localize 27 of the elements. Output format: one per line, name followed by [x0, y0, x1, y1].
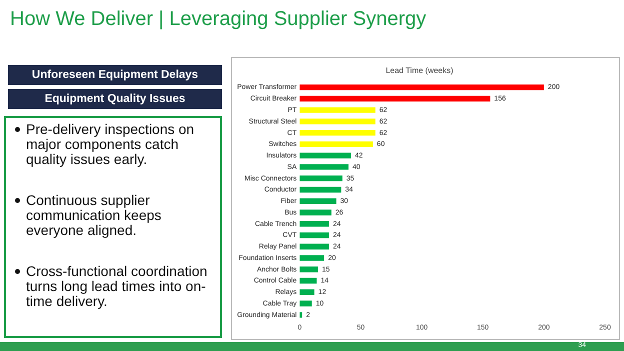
bar: [300, 210, 332, 216]
text: Equipment Quality Issues: [8, 89, 222, 109]
text: Pre-delivery inspections on major components catch quality issues early.: [25, 121, 196, 167]
bar: [300, 175, 342, 182]
bar: [300, 278, 317, 284]
bar: [300, 164, 348, 170]
chart-title: How We Deliver | Leveraging Supplier Synergy: [10, 8, 426, 31]
text: Cross-functional coordination turns long lead times into on-time delivery.: [25, 263, 208, 309]
bar: [300, 96, 490, 102]
bar: [300, 232, 329, 238]
bar: [300, 84, 544, 90]
bar: [300, 266, 318, 272]
bar: [300, 107, 376, 113]
bar: [300, 141, 373, 148]
bar: [300, 289, 314, 295]
bar: [300, 130, 376, 136]
bar: [300, 255, 324, 261]
bar: [300, 221, 329, 227]
bar: [300, 152, 351, 158]
chart-subtitle: Lead Time (weeks): [386, 66, 454, 76]
bar: [300, 244, 329, 250]
bar: [300, 300, 312, 306]
bar: [300, 198, 336, 204]
bar: [300, 118, 376, 124]
text: Unforeseen Equipment Delays: [8, 65, 222, 85]
bar: [300, 186, 342, 193]
text: Continuous supplier communication keeps everyone aligned.: [25, 192, 162, 238]
